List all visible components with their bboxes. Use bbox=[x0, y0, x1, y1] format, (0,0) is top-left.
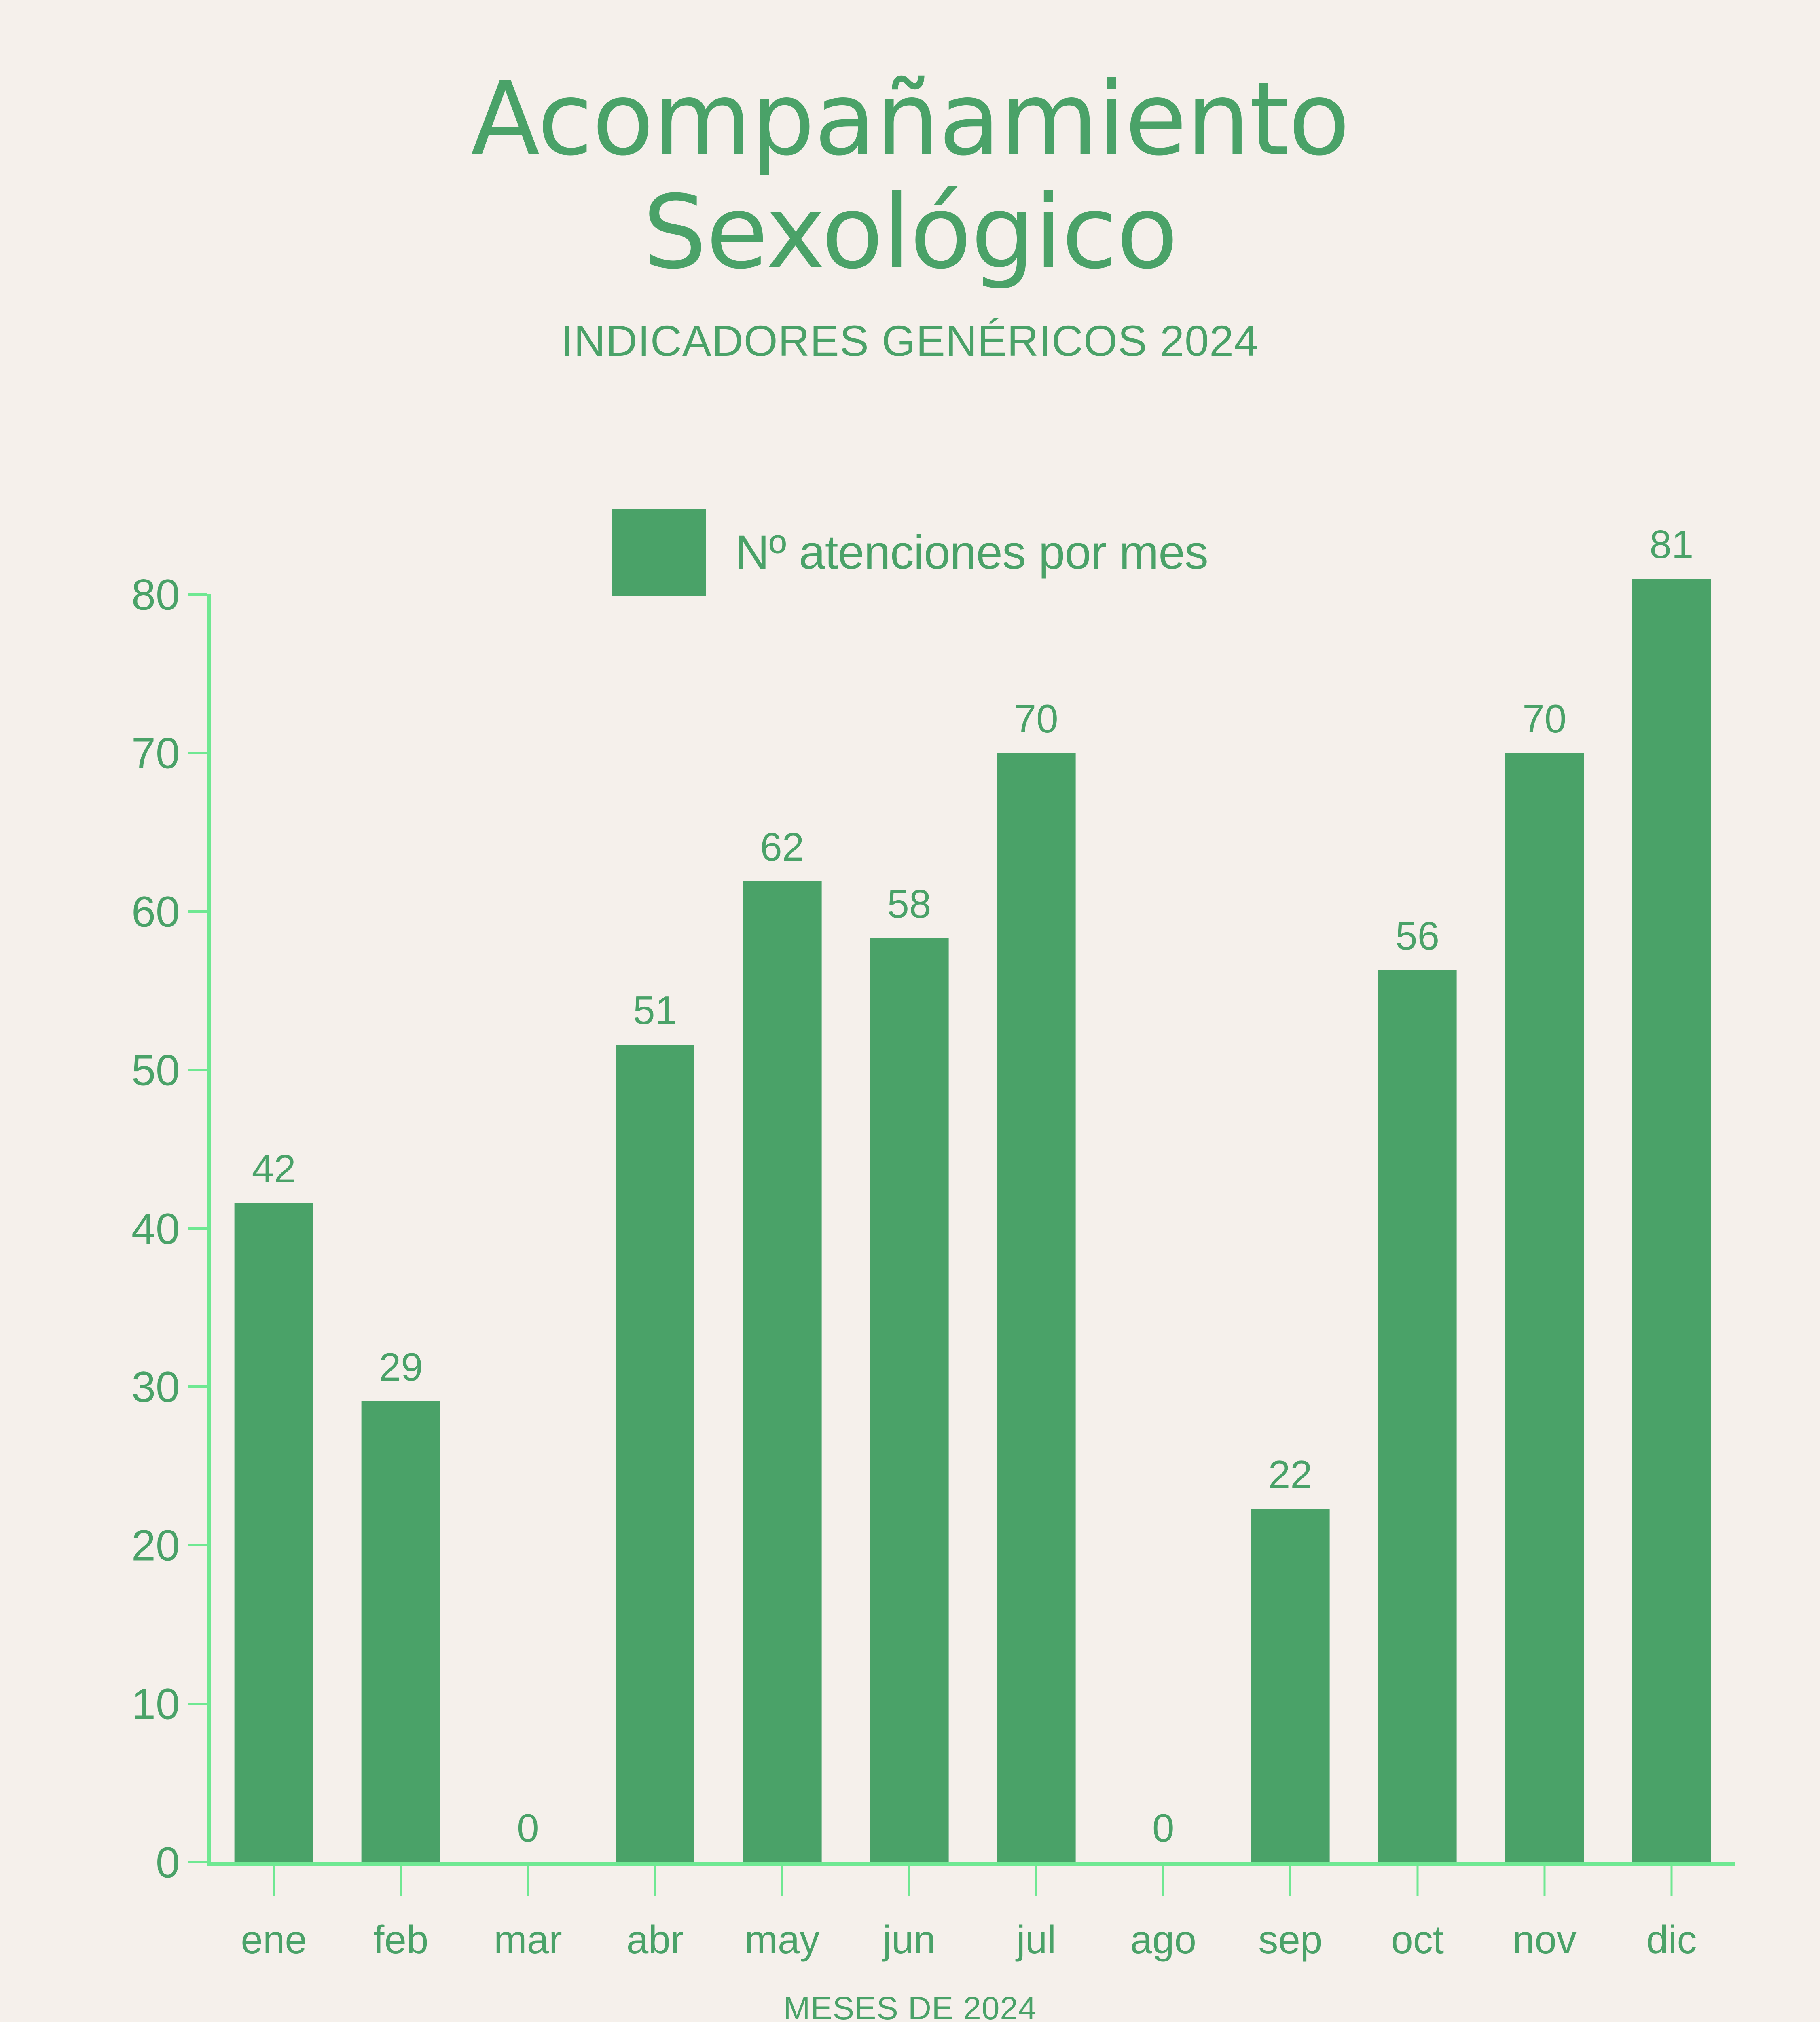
x-axis-tick bbox=[908, 1866, 910, 1896]
x-axis-tick bbox=[1289, 1866, 1291, 1896]
x-axis-label-ene: ene bbox=[241, 1917, 307, 1962]
x-axis-tick bbox=[273, 1866, 275, 1896]
legend-swatch-atenciones bbox=[612, 509, 706, 596]
page-title: Acompañamiento Sexológico bbox=[0, 0, 1820, 289]
x-axis-tick bbox=[1543, 1866, 1546, 1896]
x-axis-label-nov: nov bbox=[1512, 1917, 1577, 1962]
y-axis-tick bbox=[188, 593, 207, 596]
y-axis-label: 10 bbox=[131, 1679, 180, 1728]
title-line-1: Acompañamiento bbox=[470, 60, 1350, 178]
bar-feb[interactable] bbox=[361, 1401, 440, 1862]
bar-oct[interactable] bbox=[1378, 970, 1457, 1862]
y-axis-tick bbox=[188, 1385, 207, 1388]
y-axis-tick bbox=[188, 1068, 207, 1071]
bar-value-jun: 58 bbox=[887, 882, 931, 926]
bar-value-ene: 42 bbox=[252, 1146, 296, 1191]
chart-legend: Nº atenciones por mes bbox=[0, 509, 1820, 596]
bar-value-nov: 70 bbox=[1522, 696, 1567, 741]
bar-value-feb: 29 bbox=[379, 1344, 423, 1389]
bar-chart-plot-area: 0 10 20 30 40 50 60 70 80 ene 42 feb 29 mar 0 abr 51 may 6… bbox=[131, 522, 1735, 1962]
y-axis-label: 70 bbox=[131, 728, 180, 778]
y-axis-label: 30 bbox=[131, 1362, 180, 1411]
y-axis-label: 40 bbox=[131, 1204, 180, 1253]
x-axis-label-feb: feb bbox=[373, 1917, 429, 1962]
x-axis-tick bbox=[654, 1866, 656, 1896]
bar-value-jul: 70 bbox=[1014, 696, 1058, 741]
chart-header: Acompañamiento Sexológico INDICADORES GE… bbox=[0, 0, 1820, 366]
y-axis-label: 50 bbox=[131, 1045, 180, 1095]
x-axis-tick bbox=[1416, 1866, 1419, 1896]
x-axis-label-sep: sep bbox=[1258, 1917, 1323, 1962]
x-axis-label-mar: mar bbox=[494, 1917, 562, 1962]
x-axis-tick bbox=[527, 1866, 529, 1896]
bar-jun[interactable] bbox=[870, 938, 949, 1862]
x-axis-label-ago: ago bbox=[1130, 1917, 1197, 1962]
y-axis-tick bbox=[188, 1861, 207, 1863]
bar-dic[interactable] bbox=[1632, 578, 1711, 1862]
x-axis-tick bbox=[1035, 1866, 1037, 1896]
bar-sep[interactable] bbox=[1251, 1509, 1330, 1862]
y-axis-tick bbox=[188, 1544, 207, 1547]
y-axis-label: 0 bbox=[155, 1838, 180, 1887]
bar-value-abr: 51 bbox=[633, 988, 677, 1032]
x-axis-label-jul: jul bbox=[1016, 1917, 1056, 1962]
bar-ene[interactable] bbox=[234, 1203, 313, 1862]
y-axis-tick bbox=[188, 1227, 207, 1230]
y-axis-label: 20 bbox=[131, 1521, 180, 1570]
bar-jul[interactable] bbox=[997, 753, 1076, 1862]
bar-nov[interactable] bbox=[1505, 753, 1584, 1862]
x-axis-label-dic: dic bbox=[1646, 1917, 1697, 1962]
y-axis-tick bbox=[188, 1703, 207, 1705]
bar-may[interactable] bbox=[743, 881, 822, 1862]
x-axis-tick bbox=[781, 1866, 783, 1896]
x-axis-label-may: may bbox=[745, 1917, 820, 1962]
bar-value-dic: 81 bbox=[1649, 522, 1694, 567]
x-axis-tick bbox=[400, 1866, 402, 1896]
bar-value-oct: 56 bbox=[1395, 913, 1440, 958]
legend-label-atenciones: Nº atenciones por mes bbox=[735, 525, 1208, 579]
y-axis-tick bbox=[188, 751, 207, 754]
y-axis-label: 80 bbox=[131, 570, 180, 619]
x-axis-tick bbox=[1670, 1866, 1673, 1896]
bar-value-sep: 22 bbox=[1268, 1452, 1312, 1497]
x-axis-label-oct: oct bbox=[1391, 1917, 1444, 1962]
y-axis-line bbox=[207, 594, 211, 1862]
x-axis-label-jun: jun bbox=[882, 1917, 936, 1962]
y-axis-tick bbox=[188, 910, 207, 913]
title-line-2: Sexológico bbox=[642, 173, 1178, 291]
bar-value-ago: 0 bbox=[1152, 1806, 1175, 1850]
bar-abr[interactable] bbox=[616, 1044, 694, 1862]
x-axis-caption: MESES DE 2024 bbox=[783, 1990, 1037, 2022]
bar-value-may: 62 bbox=[760, 825, 804, 869]
bar-value-mar: 0 bbox=[517, 1806, 539, 1850]
x-axis-tick bbox=[1162, 1866, 1164, 1896]
chart-subtitle: INDICADORES GENÉRICOS 2024 bbox=[561, 316, 1259, 365]
x-axis-line bbox=[207, 1862, 1735, 1866]
x-axis-label-abr: abr bbox=[626, 1917, 684, 1962]
y-axis-label: 60 bbox=[131, 887, 180, 936]
